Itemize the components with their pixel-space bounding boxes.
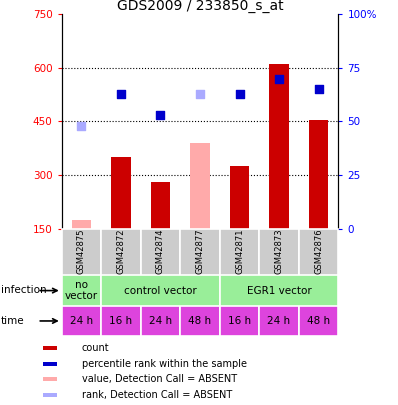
Point [78,123,85,129]
Bar [220,275,338,306]
Text: 48 h: 48 h [188,316,212,326]
Text: percentile rank within the sample: percentile rank within the sample [82,359,247,369]
Text: 24 h: 24 h [149,316,172,326]
Text: EGR1 vector: EGR1 vector [247,286,311,296]
Bar [230,166,250,229]
Text: GSM42873: GSM42873 [275,228,283,274]
Bar [180,229,220,275]
Bar [299,229,338,275]
Text: control vector: control vector [124,286,197,296]
Bar [111,157,131,229]
Text: GSM42877: GSM42877 [195,228,205,274]
Bar [141,229,180,275]
Bar [309,120,328,229]
Point [118,90,124,97]
Text: GSM42874: GSM42874 [156,228,165,274]
Bar [180,306,220,336]
Text: count: count [82,343,109,353]
Bar [43,346,57,350]
Point [315,86,322,92]
Bar [101,275,220,306]
Bar [269,64,289,229]
Text: 16 h: 16 h [109,316,133,326]
Text: 16 h: 16 h [228,316,251,326]
Bar [43,393,57,397]
Text: infection: infection [1,286,47,295]
Point [157,112,164,118]
Bar [62,306,101,336]
Text: GSM42875: GSM42875 [77,228,86,274]
Text: GSM42876: GSM42876 [314,228,323,274]
Bar [259,306,299,336]
Text: no
vector: no vector [65,280,98,301]
Text: 24 h: 24 h [70,316,93,326]
Bar [190,143,210,229]
Bar [43,377,57,382]
Point [276,75,282,82]
Point [236,90,243,97]
Bar [43,362,57,366]
Bar [62,229,101,275]
Bar [299,306,338,336]
Text: value, Detection Call = ABSENT: value, Detection Call = ABSENT [82,375,237,384]
Bar [72,220,91,229]
Bar [150,182,170,229]
Bar [259,229,299,275]
Bar [62,275,101,306]
Text: GSM42872: GSM42872 [117,228,125,274]
Title: GDS2009 / 233850_s_at: GDS2009 / 233850_s_at [117,0,283,13]
Bar [220,306,259,336]
Text: time: time [1,316,24,326]
Text: 24 h: 24 h [267,316,291,326]
Text: GSM42871: GSM42871 [235,228,244,274]
Text: 48 h: 48 h [307,316,330,326]
Bar [141,306,180,336]
Bar [101,229,141,275]
Point [197,90,203,97]
Text: rank, Detection Call = ABSENT: rank, Detection Call = ABSENT [82,390,232,400]
Bar [101,306,141,336]
Bar [220,229,259,275]
